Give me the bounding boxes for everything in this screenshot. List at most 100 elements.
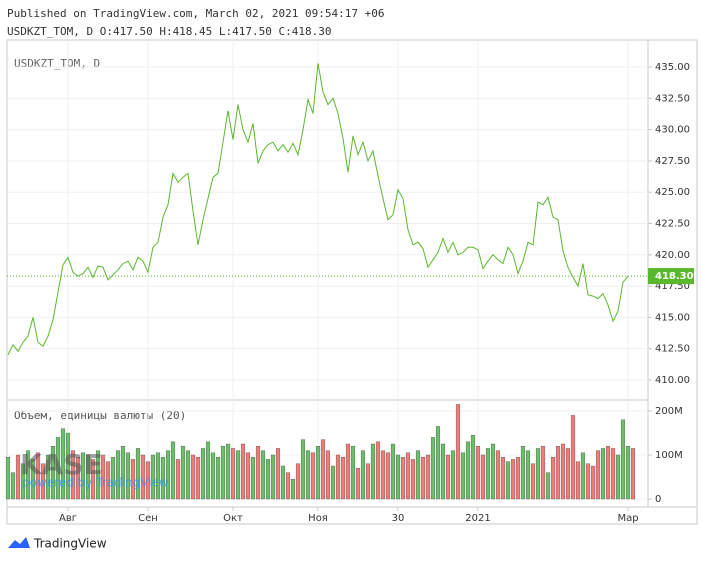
volume-bar [90, 459, 96, 500]
volume-bar [305, 450, 311, 500]
volume-bar [550, 457, 556, 500]
volume-bar [115, 450, 121, 500]
volume-bar [105, 461, 111, 500]
volume-bar [370, 443, 376, 500]
volume-bar [290, 479, 296, 500]
volume-bar [540, 446, 546, 500]
last-price-label: 418.30 [655, 271, 694, 282]
y-tick-label: 420.00 [655, 250, 690, 261]
volume-bar [425, 454, 431, 500]
volume-bar [605, 446, 611, 500]
ohlc: USDKZT_TOM, D O:417.50 H:418.45 L:417.50… [7, 25, 332, 38]
volume-bar [190, 454, 196, 500]
volume-bar [630, 448, 636, 500]
volume-bar [530, 463, 536, 500]
volume-bar [580, 452, 586, 500]
volume-bar [135, 448, 141, 500]
volume-bar [280, 465, 286, 500]
volume-bar [65, 432, 71, 500]
volume-bar [470, 435, 476, 500]
watermark-logo: KASE [20, 448, 103, 481]
volume-bar [600, 448, 606, 500]
volume-bar [445, 454, 451, 500]
price-line [7, 63, 629, 356]
volume-title: Объем, единицы валюты (20) [14, 409, 186, 422]
volume-bar [85, 454, 91, 500]
volume-bar [180, 446, 186, 500]
volume-bar [365, 463, 371, 500]
marks: 418.30 [5, 63, 694, 500]
volume-bar [375, 441, 381, 500]
y-tick-label: 430.00 [655, 125, 690, 136]
volume-bar [515, 457, 521, 500]
volume-bar [35, 452, 41, 500]
x-tick-label: Авг [59, 513, 77, 524]
volume-bar [345, 443, 351, 500]
volume-bar [120, 446, 126, 500]
volume-bar [440, 443, 446, 500]
tv-logo [8, 537, 30, 548]
volume-bar [240, 443, 246, 500]
volume-bar [405, 452, 411, 500]
volume-bar [210, 452, 216, 500]
x-tick-label: Окт [223, 513, 243, 524]
volume-bar [495, 450, 501, 500]
volume-bar [250, 457, 256, 500]
volume-bar [525, 450, 531, 500]
volume-bar [60, 428, 66, 500]
published: Published on TradingView.com, March 02, … [7, 7, 385, 20]
x-tick-label: Мар [617, 513, 638, 524]
footer[interactable]: TradingView [33, 537, 107, 551]
volume-bar [460, 452, 466, 500]
volume-bar [10, 472, 16, 500]
volume-bar [270, 454, 276, 500]
volume-bar [455, 404, 461, 500]
volume-bar [245, 452, 251, 500]
volume-bar [545, 472, 551, 500]
volume-bar [315, 446, 321, 500]
volume-bar [110, 457, 116, 500]
y-tick-label: 412.50 [655, 344, 690, 355]
volume-bar [30, 459, 36, 500]
volume-bar [610, 448, 616, 500]
watermark-tagline: powered by TradingView [22, 476, 169, 490]
volume-bar [185, 450, 191, 500]
volume-bar [265, 459, 271, 500]
volume-bar [510, 459, 516, 500]
volume-bar [45, 454, 51, 500]
volume-bar [230, 448, 236, 500]
volume-bar [535, 448, 541, 500]
volume-bar [480, 454, 486, 500]
volume-bar [490, 443, 496, 500]
volume-bar [165, 450, 171, 500]
volume-bar [330, 465, 336, 500]
volume-bar [555, 446, 561, 500]
y-tick-label: 425.00 [655, 187, 690, 198]
volume-bar [360, 450, 366, 500]
volume-bar [435, 426, 441, 500]
volume-bar [50, 446, 56, 500]
volume-bar [20, 463, 26, 500]
last-price-box [648, 268, 694, 285]
volume-bar [340, 457, 346, 500]
volume-bar [350, 446, 356, 500]
x-tick-label: Сен [138, 513, 158, 524]
volume-bar [145, 461, 151, 500]
volume-bar [80, 452, 86, 500]
volume-bar [215, 457, 221, 500]
x-tick-label: 30 [392, 513, 405, 524]
volume-bar [565, 448, 571, 500]
volume-bar [25, 450, 31, 500]
y-tick-label: 410.00 [655, 375, 690, 386]
x-tick-label: 2021 [465, 513, 490, 524]
volume-bar [465, 441, 471, 500]
volume-bar [355, 468, 361, 500]
volume-bar [575, 461, 581, 500]
y-tick-label: 427.50 [655, 156, 690, 167]
volume-bar [500, 457, 506, 500]
y-tick-label: 432.50 [655, 93, 690, 104]
volume-bar [385, 452, 391, 500]
volume-bar [570, 415, 576, 500]
legend: USDKZT_TOM, D [14, 57, 100, 70]
